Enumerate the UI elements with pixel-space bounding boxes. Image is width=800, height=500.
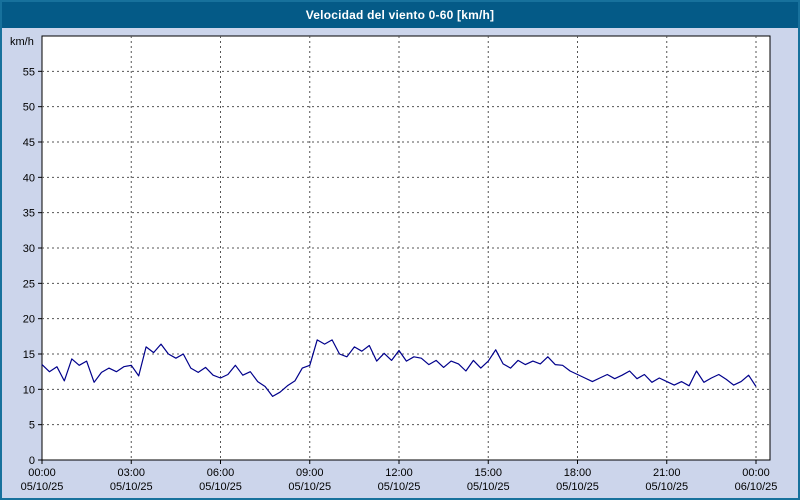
svg-text:55: 55 (23, 66, 35, 78)
chart-area: 0 5 10 15 20 25 30 35 40 45 50 55 00:00 05/10/25 03:00… (2, 28, 798, 498)
x-tick-time: 00:00 (28, 467, 56, 479)
x-tick-time: 00:00 (742, 467, 770, 479)
plot-background (41, 35, 771, 461)
x-axis-labels: 00:00 05/10/25 03:00 05/10/25 06:00 05/10/25 0… (21, 467, 778, 493)
x-tick-date: 05/10/25 (378, 481, 421, 493)
x-tick-date: 05/10/25 (110, 481, 153, 493)
x-tick-time: 12:00 (385, 467, 413, 479)
wind-speed-chart: 0 5 10 15 20 25 30 35 40 45 50 55 00:00 05/10/25 03:00… (10, 35, 778, 493)
x-tick-time: 18:00 (564, 467, 592, 479)
svg-text:20: 20 (23, 314, 35, 326)
x-tick-date: 05/10/25 (467, 481, 510, 493)
svg-text:25: 25 (23, 278, 35, 290)
x-tick-date: 05/10/25 (21, 481, 64, 493)
x-tick-date: 05/10/25 (556, 481, 599, 493)
x-tick-time: 15:00 (474, 467, 502, 479)
svg-text:10: 10 (23, 384, 35, 396)
x-tick-time: 06:00 (207, 467, 235, 479)
wind-speed-line (41, 339, 757, 397)
svg-text:35: 35 (23, 208, 35, 220)
gridlines (42, 36, 770, 460)
x-tick-date: 05/10/25 (645, 481, 688, 493)
svg-text:40: 40 (23, 172, 35, 184)
svg-text:5: 5 (29, 420, 35, 432)
svg-text:15: 15 (23, 349, 35, 361)
x-tick-time: 03:00 (117, 467, 145, 479)
x-tick-date: 06/10/25 (735, 481, 778, 493)
y-axis-unit-label: km/h (10, 36, 34, 48)
svg-text:45: 45 (23, 137, 35, 149)
svg-text:50: 50 (23, 102, 35, 114)
svg-text:30: 30 (23, 243, 35, 255)
chart-title-bar: Velocidad del viento 0-60 [km/h] (2, 2, 798, 28)
y-axis-labels: 0 5 10 15 20 25 30 35 40 45 50 55 (23, 66, 35, 467)
x-tick-date: 05/10/25 (288, 481, 331, 493)
x-tick-time: 21:00 (653, 467, 681, 479)
axis-ticks (38, 70, 757, 464)
svg-text:0: 0 (29, 455, 35, 467)
chart-title: Velocidad del viento 0-60 [km/h] (305, 8, 495, 22)
x-tick-time: 09:00 (296, 467, 324, 479)
x-tick-date: 05/10/25 (199, 481, 242, 493)
